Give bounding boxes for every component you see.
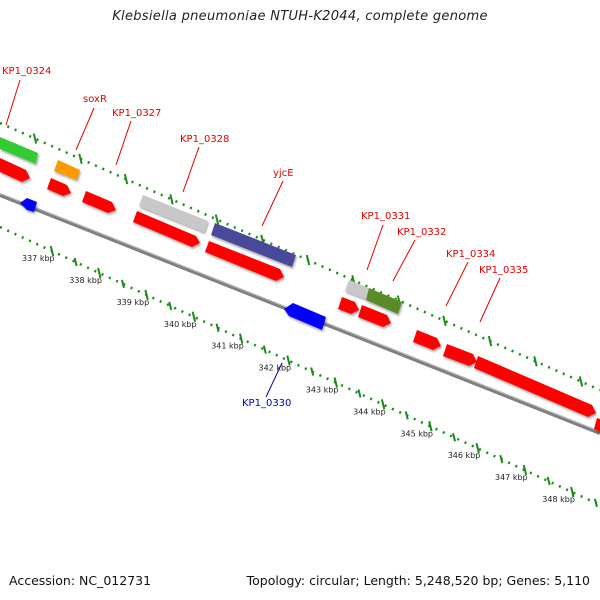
scale-minor-tick xyxy=(546,476,551,486)
scale-tick xyxy=(97,267,102,279)
outer-tick xyxy=(169,194,174,205)
scale-label: 340 kbp xyxy=(164,320,197,329)
scale-minor-tick xyxy=(310,367,315,376)
scale-tick xyxy=(49,245,55,257)
outer-tick-marks xyxy=(32,133,584,387)
label-kp1-0332: KP1_0332 xyxy=(397,227,446,238)
scale-label: 347 kbp xyxy=(495,473,528,482)
gene-kp1-0332[interactable] xyxy=(366,288,402,314)
scale-label: 343 kbp xyxy=(306,385,339,394)
scale-minor-tick xyxy=(262,345,267,354)
scale-label: 346 kbp xyxy=(448,451,481,460)
gene-labels: KP1_0324 soxR KP1_0327 KP1_0328 yjcE KP1… xyxy=(2,66,528,276)
label-kp1-0328: KP1_0328 xyxy=(180,134,229,145)
label-kp1-0324: KP1_0324 xyxy=(2,66,51,77)
scale-label: 345 kbp xyxy=(400,429,433,438)
gene-soxr[interactable] xyxy=(54,160,80,180)
scale-tick xyxy=(522,464,528,476)
scale-tick xyxy=(570,486,575,498)
gene-kp1-0324[interactable] xyxy=(0,137,38,164)
scale-tick xyxy=(380,399,386,410)
label-soxr: soxR xyxy=(83,94,107,105)
outer-tick xyxy=(32,133,38,144)
gene-red-2[interactable] xyxy=(47,178,71,196)
gene-kp1-0331[interactable] xyxy=(345,280,369,299)
outer-tick xyxy=(442,315,447,327)
scale-minor-tick xyxy=(404,411,409,420)
gene-features xyxy=(0,137,600,432)
scale-minor-tick xyxy=(215,323,220,332)
accession-label: Accession: NC_012731 xyxy=(9,573,152,588)
scale-minor-tick xyxy=(593,498,598,508)
gene-red-5[interactable] xyxy=(205,241,284,281)
outer-tick xyxy=(305,254,311,266)
scale-tick xyxy=(144,289,149,301)
scale-tick xyxy=(475,442,480,454)
gene-red-4[interactable] xyxy=(133,211,200,247)
scale-label: 348 kbp xyxy=(542,495,575,504)
scale-tick xyxy=(286,355,291,366)
outer-tick xyxy=(578,376,584,387)
gene-kp1-0328[interactable] xyxy=(139,195,208,232)
gene-kp1-0327[interactable] xyxy=(82,191,116,213)
scale-minor-tick xyxy=(452,432,457,442)
outer-tick xyxy=(78,153,83,165)
label-kp1-0330: KP1_0330 xyxy=(242,398,291,409)
label-leaders xyxy=(5,79,501,323)
outer-dotted-track xyxy=(0,121,600,392)
gene-kp1-0335[interactable] xyxy=(474,356,596,417)
gene-red-6[interactable] xyxy=(338,297,359,314)
scale-label: 342 kbp xyxy=(259,364,292,373)
label-kp1-0331: KP1_0331 xyxy=(361,211,410,222)
scale-label: 337 kbp xyxy=(22,254,55,263)
scale-minor-tick xyxy=(120,279,125,289)
gene-kp1-0334[interactable] xyxy=(443,344,477,366)
gene-red-7[interactable] xyxy=(358,305,391,327)
gene-red-edge[interactable] xyxy=(594,418,600,432)
gene-kp1-0330[interactable] xyxy=(284,303,326,330)
gene-yjce[interactable] xyxy=(211,223,296,267)
label-leader-kp1-0330 xyxy=(265,362,283,398)
outer-tick xyxy=(487,335,493,347)
label-yjce: yjcE xyxy=(273,168,294,179)
scale-labels: 337 kbp 338 kbp 339 kbp 340 kbp 341 kbp 342 k… xyxy=(22,254,575,504)
scale-tick xyxy=(333,377,338,388)
scale-tick xyxy=(428,421,433,432)
outer-tick xyxy=(214,214,220,225)
outer-tick xyxy=(533,356,538,367)
inner-tick-marks xyxy=(49,245,598,508)
label-kp1-0334: KP1_0334 xyxy=(446,249,495,260)
gene-blue-small[interactable] xyxy=(20,198,37,212)
scale-tick xyxy=(239,333,244,344)
gene-kp1-0324-red[interactable] xyxy=(0,158,30,182)
genome-summary: Topology: circular; Length: 5,248,520 bp… xyxy=(246,573,590,588)
scale-minor-tick xyxy=(168,301,173,311)
scale-label: 338 kbp xyxy=(69,276,102,285)
gene-red-8[interactable] xyxy=(413,330,441,350)
scale-tick xyxy=(191,311,197,323)
outer-tick xyxy=(123,173,129,185)
label-kp1-0327: KP1_0327 xyxy=(112,108,161,119)
scale-minor-tick xyxy=(357,389,362,398)
scale-label: 344 kbp xyxy=(353,407,386,416)
map-title: Klebsiella pneumoniae NTUH-K2044, comple… xyxy=(112,9,488,24)
scale-label: 339 kbp xyxy=(117,298,150,307)
scale-minor-tick xyxy=(499,454,504,464)
scale-minor-tick xyxy=(73,257,78,267)
label-kp1-0335: KP1_0335 xyxy=(479,265,528,276)
scale-label: 341 kbp xyxy=(211,342,244,351)
